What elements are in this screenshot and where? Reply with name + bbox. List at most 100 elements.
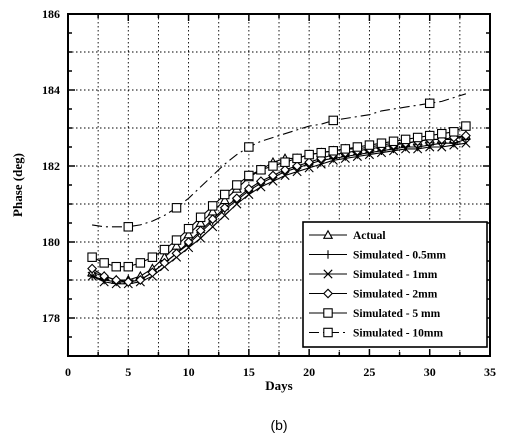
- data-point: [461, 121, 471, 131]
- data-point: [87, 263, 98, 274]
- data-point: [231, 193, 242, 204]
- data-point: [183, 223, 194, 234]
- x-tick-label: 15: [243, 365, 255, 379]
- legend-label: Simulated - 1mm: [353, 269, 438, 281]
- data-point: [364, 150, 375, 160]
- y-axis-title: Phase (deg): [10, 153, 25, 217]
- data-point: [328, 146, 339, 156]
- data-point: [111, 275, 122, 285]
- data-point: [219, 202, 230, 213]
- data-point: [316, 159, 326, 169]
- data-point: [267, 170, 278, 181]
- legend-marker: [323, 269, 333, 279]
- x-tick-label: 25: [363, 365, 375, 379]
- data-point: [292, 153, 302, 164]
- y-tick-label: 184: [42, 83, 60, 97]
- x-tick-label: 10: [183, 365, 195, 379]
- data-point: [256, 182, 266, 192]
- data-point: [208, 222, 218, 232]
- data-point: [255, 176, 266, 187]
- data-point: [268, 161, 278, 171]
- data-point: [412, 132, 423, 143]
- y-tick-label: 178: [42, 311, 60, 325]
- legend-label: Actual: [353, 230, 386, 242]
- legend-marker: [323, 308, 333, 318]
- x-tick-label: 30: [424, 365, 436, 379]
- legend-marker: [323, 327, 333, 338]
- legend-label: Simulated - 2mm: [353, 289, 438, 301]
- data-point: [207, 201, 218, 211]
- data-point: [413, 144, 423, 154]
- data-point: [437, 142, 447, 152]
- data-point: [304, 163, 314, 173]
- y-tick-label: 186: [42, 7, 60, 21]
- data-point: [328, 155, 338, 165]
- legend-label: Simulated - 0.5mm: [353, 250, 446, 262]
- data-point: [159, 257, 170, 268]
- data-point: [195, 225, 206, 236]
- data-point: [244, 170, 254, 181]
- data-point: [87, 271, 97, 281]
- data-point: [425, 142, 435, 152]
- y-tick-label: 180: [42, 235, 60, 249]
- series-line-5: [92, 93, 467, 228]
- data-point: [292, 161, 303, 171]
- data-point: [220, 210, 230, 220]
- data-point: [87, 252, 97, 262]
- data-point: [123, 261, 134, 272]
- data-point: [376, 148, 387, 158]
- data-point: [280, 157, 290, 167]
- legend-marker: [322, 229, 334, 239]
- data-point: [256, 165, 266, 175]
- data-point: [449, 140, 459, 150]
- data-point: [304, 157, 315, 168]
- data-point: [171, 235, 182, 245]
- data-point: [304, 149, 314, 160]
- data-point: [352, 142, 363, 152]
- data-point: [352, 151, 362, 162]
- legend-marker: [323, 288, 333, 299]
- data-point: [232, 180, 242, 190]
- legend-marker: [323, 250, 333, 259]
- data-point: [424, 130, 435, 141]
- data-point: [171, 203, 182, 213]
- data-point: [243, 183, 254, 194]
- data-point: [401, 144, 411, 154]
- series-2: [87, 138, 471, 289]
- data-point: [340, 153, 350, 163]
- x-tick-label: 5: [125, 365, 131, 379]
- data-point: [207, 214, 218, 225]
- data-point: [268, 176, 278, 186]
- data-point: [364, 140, 375, 150]
- data-point: [376, 138, 387, 148]
- data-point: [244, 142, 254, 152]
- data-point: [388, 146, 399, 156]
- legend-label: Simulated - 10mm: [353, 328, 444, 340]
- data-point: [460, 130, 471, 141]
- series-layer: [86, 93, 472, 289]
- legend-label: Simulated - 5 mm: [353, 308, 441, 320]
- data-point: [135, 275, 146, 285]
- data-point: [340, 144, 351, 154]
- data-point: [219, 189, 230, 200]
- axis-ticks: 0 5 10 15 20 25 30 35 178 180 182 184 186: [42, 7, 496, 379]
- data-point: [183, 237, 194, 247]
- data-point: [99, 277, 109, 287]
- data-point: [424, 98, 435, 109]
- data-point: [135, 258, 146, 268]
- x-tick-label: 20: [303, 365, 315, 379]
- data-point: [196, 233, 206, 243]
- data-point: [280, 170, 290, 181]
- data-point: [461, 138, 471, 148]
- data-point: [147, 252, 158, 262]
- data-point: [99, 258, 109, 268]
- x-tick-label: 35: [484, 365, 496, 379]
- legend-box: [302, 221, 488, 348]
- data-point: [437, 128, 447, 139]
- data-point: [280, 164, 291, 175]
- data-point: [111, 261, 121, 272]
- data-point: [123, 222, 134, 232]
- data-point: [99, 271, 110, 282]
